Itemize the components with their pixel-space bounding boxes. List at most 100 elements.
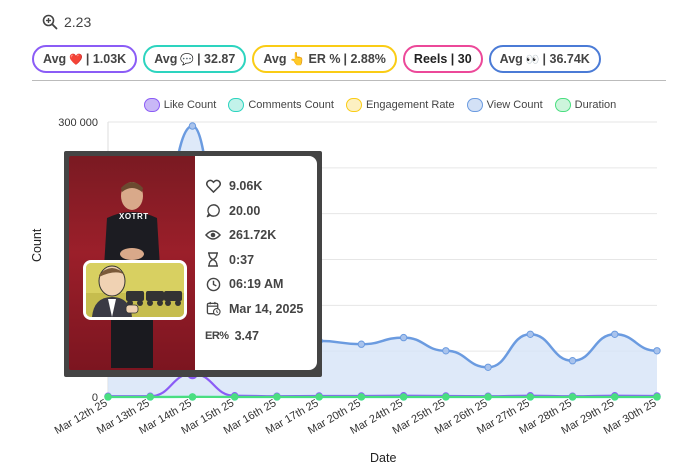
legend-label: Comments Count	[248, 99, 334, 111]
eye-icon	[205, 227, 221, 243]
data-point	[526, 393, 535, 401]
data-point	[484, 363, 492, 371]
heart-outline-icon	[205, 178, 221, 194]
legend-label: Duration	[574, 99, 617, 111]
divider	[32, 80, 666, 81]
reel-thumbnail[interactable]: XOTRT	[69, 156, 195, 370]
legend-item-engagement-rate[interactable]: Engagement Rate	[345, 98, 455, 112]
date-row: Mar 14, 2025	[205, 297, 317, 322]
reels-count-pill[interactable]: Reels | 30	[402, 45, 483, 73]
eyes-icon: 👀	[525, 53, 540, 66]
likes-row: 9.06K	[205, 174, 317, 199]
data-point	[442, 347, 450, 355]
y-tick-label: 300 000	[58, 117, 98, 129]
pointer-hand-icon: 👆 ER %	[289, 51, 341, 66]
comment-bubble-icon	[205, 203, 221, 219]
y-axis-label: Count	[30, 228, 44, 262]
pill-sep: |	[542, 52, 547, 66]
cartoon-illustration	[86, 263, 184, 317]
speech-bubble-icon: 💬	[180, 53, 195, 66]
calendar-clock-icon	[205, 301, 221, 317]
duration-value: 0:37	[229, 252, 255, 267]
pill-sep: |	[197, 52, 201, 66]
data-point	[104, 393, 112, 401]
date-value: Mar 14, 2025	[229, 301, 304, 316]
zoom-in-icon[interactable]	[42, 14, 58, 30]
pill-value: 30	[457, 52, 472, 66]
legend-label: Engagement Rate	[365, 99, 455, 111]
summary-pills: Avg ❤️ | 1.03K Avg 💬 | 32.87 Avg 👆 ER % …	[32, 45, 601, 73]
x-axis-label: Date	[370, 451, 397, 465]
pill-prefix: Avg	[43, 52, 67, 66]
pill-value: 36.74K	[549, 52, 590, 66]
legend-swatch	[554, 98, 571, 112]
pill-sep: |	[85, 52, 90, 66]
data-point	[611, 393, 619, 401]
avg-views-pill[interactable]: Avg 👀 | 36.74K	[488, 45, 601, 73]
zoom-readout[interactable]: 2.23	[42, 14, 91, 30]
legend-swatch	[228, 98, 245, 112]
pill-value: 2.88%	[350, 52, 386, 66]
legend-swatch	[345, 98, 362, 112]
pill-prefix: Reels	[413, 52, 448, 66]
er-row: ER% 3.47	[205, 324, 317, 349]
legend-swatch	[143, 98, 160, 112]
legend-item-view-count[interactable]: View Count	[466, 98, 543, 112]
data-point	[568, 357, 577, 365]
avg-likes-pill[interactable]: Avg ❤️ | 1.03K	[32, 45, 138, 73]
data-point	[526, 330, 535, 338]
pill-sep: |	[343, 52, 347, 66]
time-row: 06:19 AM	[205, 272, 317, 297]
data-point	[653, 347, 661, 355]
data-point	[357, 393, 366, 401]
er-label: ER%	[205, 330, 229, 343]
er-value: 3.47	[234, 329, 259, 344]
legend-swatch	[466, 98, 483, 112]
pill-sep: |	[450, 52, 455, 66]
pill-prefix: Avg	[154, 52, 178, 66]
shirt-text: XOTRT	[119, 212, 149, 221]
views-row: 261.72K	[205, 223, 317, 248]
legend-label: View Count	[486, 99, 543, 111]
data-point	[484, 393, 492, 401]
pill-value: 32.87	[204, 52, 236, 66]
zoom-value: 2.23	[64, 14, 92, 30]
data-point	[146, 393, 154, 401]
comments-value: 20.00	[229, 203, 261, 218]
pill-value: 1.03K	[92, 52, 127, 66]
cartoon-inset	[83, 260, 187, 320]
legend-label: Like Count	[163, 99, 217, 111]
data-point	[188, 393, 197, 401]
data-point	[273, 393, 281, 401]
hourglass-icon	[205, 252, 221, 268]
legend-item-comments-count[interactable]: Comments Count	[228, 98, 334, 112]
data-point	[568, 393, 577, 401]
pill-prefix: Avg	[499, 52, 523, 66]
data-point	[653, 393, 661, 401]
data-point	[315, 393, 323, 401]
data-point	[230, 393, 239, 401]
duration-row: 0:37	[205, 248, 317, 273]
data-point	[399, 333, 408, 342]
legend-item-like-count[interactable]: Like Count	[143, 98, 217, 112]
avg-comments-pill[interactable]: Avg 💬 | 32.87	[143, 45, 247, 73]
views-value: 261.72K	[229, 228, 277, 243]
y-tick-label: 0	[92, 392, 98, 404]
chart-legend: Like Count Comments Count Engagement Rat…	[0, 98, 700, 112]
data-point	[611, 330, 619, 338]
legend-item-duration[interactable]: Duration	[554, 98, 617, 112]
heart-icon: ❤️	[69, 53, 83, 66]
data-point	[442, 393, 450, 401]
tooltip-stats: 9.06K 20.00 261.72K 0:37 06:19 AM	[195, 156, 317, 370]
data-point	[357, 340, 366, 348]
avg-er-pill[interactable]: Avg 👆 ER % | 2.88%	[252, 45, 397, 73]
comments-row: 20.00	[205, 199, 317, 224]
data-point	[399, 393, 408, 401]
time-value: 06:19 AM	[229, 277, 284, 292]
data-point	[188, 122, 197, 130]
pill-prefix: Avg	[263, 52, 287, 66]
likes-value: 9.06K	[229, 179, 263, 194]
hover-tooltip: XOTRT	[64, 151, 322, 377]
clock-icon	[205, 276, 221, 292]
